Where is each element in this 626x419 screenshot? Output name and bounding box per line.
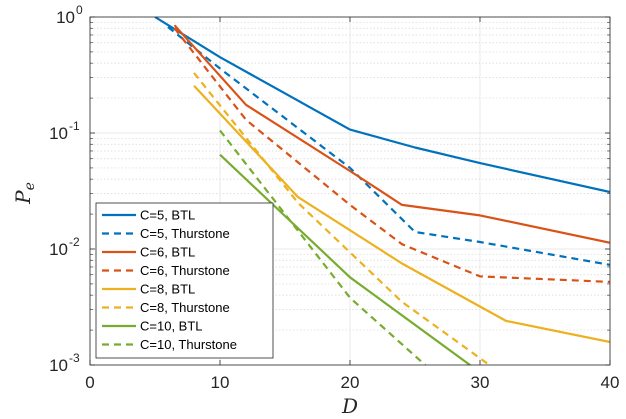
x-tick-label: 20 [341,373,360,392]
y-tick-label: 10 [49,124,68,143]
legend-label: C=8, Thurstone [140,300,230,315]
legend-box [95,202,274,359]
series-line-c-8-thurstone [193,72,492,365]
legend: C=5, BTL C=5, Thurstone C=6, BTL C=6, Thurs… [95,202,274,359]
x-tick-label: 40 [601,373,620,392]
y-tick-label: 10 [49,356,68,375]
y-tick-exponent: -1 [69,119,80,133]
series-line-c-6-thurstone [173,27,610,283]
series-line-c-6-btl [173,24,610,244]
y-tick-exponent: -2 [69,235,80,249]
y-axis-title-base: P [11,190,35,205]
legend-label: C=6, BTL [140,245,195,260]
y-tick-exponent: 0 [76,3,83,17]
x-tick-label: 0 [85,373,94,392]
series-line-c-5-thurstone [167,26,610,266]
y-tick-label: 10 [56,8,75,27]
y-tick-exponent: -3 [69,351,80,365]
y-tick-label: 10 [49,240,68,259]
legend-label: C=10, Thurstone [140,337,237,352]
legend-label: C=10, BTL [140,319,203,334]
series-line-c-5-btl [154,17,610,194]
legend-label: C=8, BTL [140,282,195,297]
series-line-c-10-thurstone [219,129,427,365]
legend-label: C=5, BTL [140,208,195,223]
x-axis-title: D [341,394,358,418]
legend-label: C=6, Thurstone [140,263,230,278]
y-axis-title: Pe [11,182,38,205]
series-group [154,17,610,365]
series-line-c-10-btl [219,153,472,365]
y-axis-title-sub: e [22,182,38,190]
x-tick-label: 30 [471,373,490,392]
legend-label: C=5, Thurstone [140,226,230,241]
x-tick-label: 10 [211,373,230,392]
series-lines [154,17,610,365]
x-tick-labels: 0 10 20 30 40 [85,373,619,392]
axis-ticks [89,16,611,366]
